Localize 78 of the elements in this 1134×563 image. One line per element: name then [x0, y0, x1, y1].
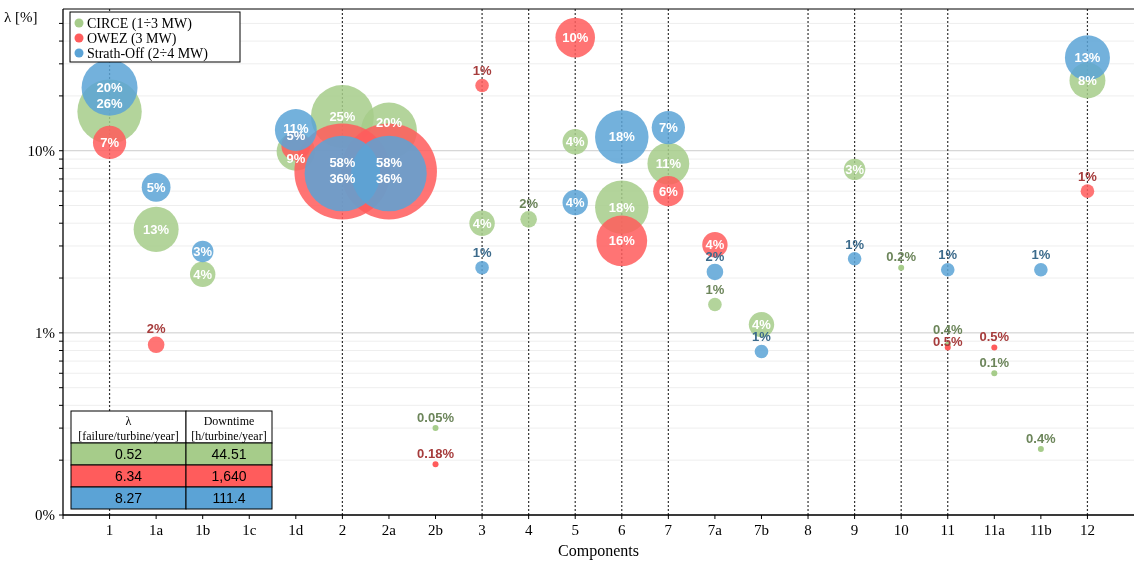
annotation: 7% — [658, 120, 679, 136]
annotation: 5% — [146, 179, 166, 195]
annotation: 4% — [472, 215, 492, 231]
annotation: 13% — [1074, 50, 1101, 66]
annotation: 0.5% — [979, 329, 1010, 345]
x-tick-label: 6 — [618, 522, 627, 538]
annotation: 6.34 — [114, 467, 143, 484]
annotation: 7% — [100, 134, 120, 150]
x-tick-label: 4 — [524, 522, 533, 538]
x-tick-label: 12 — [1079, 522, 1095, 538]
x-tick-label: 10 — [893, 522, 909, 538]
annotation: 4% — [565, 134, 586, 150]
x-tick-label: 1c — [242, 522, 257, 538]
legend-label: OWEZ (3 MW) — [87, 30, 177, 47]
annotation: 16% — [608, 233, 636, 249]
x-tick-label: 9 — [850, 522, 859, 538]
x-tick-label: 7 — [664, 522, 673, 538]
annotation: 20% — [96, 80, 124, 96]
annotation: 1,640 — [211, 467, 247, 484]
annotation: 26% — [96, 96, 124, 112]
x-tick-label: 2b — [428, 522, 444, 538]
x-axis-title: Components — [558, 542, 639, 560]
x-tick-label: 1 — [105, 522, 114, 538]
x-tick-label: 2 — [338, 522, 347, 538]
x-tick-label: 5 — [571, 522, 579, 538]
annotation: 0.05% — [417, 409, 455, 425]
annotation: 1% — [705, 282, 725, 298]
y-tick-label: 10% — [27, 142, 55, 159]
annotation: 0.52 — [114, 445, 143, 462]
annotation: 44.51 — [211, 445, 247, 462]
annotation: Downtime [h/turbine/year] — [191, 413, 267, 443]
x-tick-label: 8 — [804, 522, 812, 538]
annotation: 111.4 — [212, 489, 246, 506]
annotation: 10% — [562, 30, 589, 46]
legend-label: Strath-Off (2÷4 MW) — [87, 45, 209, 62]
x-tick-label: 7b — [753, 522, 769, 538]
x-tick-label: 1a — [149, 522, 164, 538]
y-tick-label: 0% — [35, 507, 55, 523]
annotation: 1% — [1031, 247, 1051, 263]
annotation: 18% — [608, 129, 636, 145]
annotation: 36% — [375, 170, 403, 186]
annotation: 2% — [519, 195, 539, 211]
x-tick-label: 11b — [1029, 522, 1052, 538]
annotation: 13% — [143, 221, 170, 237]
x-tick-label: 3 — [478, 522, 486, 538]
annotation: 0.18% — [417, 445, 455, 461]
annotation: 4% — [193, 266, 213, 282]
annotation: 0.4% — [1026, 430, 1057, 446]
y-tick-label: 1% — [35, 324, 55, 341]
annotation: 8.27 — [114, 489, 143, 506]
x-tick-label: 11a — [983, 522, 1006, 538]
annotation: 3% — [193, 243, 213, 259]
annotation: 9% — [286, 151, 306, 167]
x-tick-label: 1b — [195, 522, 211, 538]
x-tick-label: 7a — [707, 522, 723, 538]
annotation: 1% — [472, 63, 492, 79]
annotation: 0.2% — [886, 249, 917, 265]
annotation: 11% — [655, 156, 682, 172]
annotation: 36% — [329, 170, 356, 186]
annotation: 1% — [472, 245, 492, 261]
annotation: 3% — [845, 161, 865, 177]
legend-label: CIRCE (1÷3 MW) — [87, 15, 193, 32]
annotation: 25% — [329, 109, 356, 125]
annotation: 6% — [658, 183, 679, 199]
annotation: 58% — [375, 154, 403, 170]
annotation: 58% — [329, 154, 356, 170]
annotation: 4% — [565, 194, 586, 210]
annotation: 0.1% — [979, 354, 1010, 370]
annotation: 1% — [1078, 168, 1098, 184]
annotation: 2% — [146, 320, 166, 336]
annotation: λ [failure/turbine/year] — [78, 413, 179, 443]
x-tick-label: 2a — [381, 522, 397, 538]
x-tick-label: 1d — [288, 522, 304, 538]
x-tick-label: 11 — [940, 522, 955, 538]
annotation: 1% — [938, 247, 958, 263]
annotation: 18% — [608, 199, 636, 215]
annotation: 1% — [845, 236, 865, 252]
y-axis-title: λ [%] — [4, 9, 38, 25]
